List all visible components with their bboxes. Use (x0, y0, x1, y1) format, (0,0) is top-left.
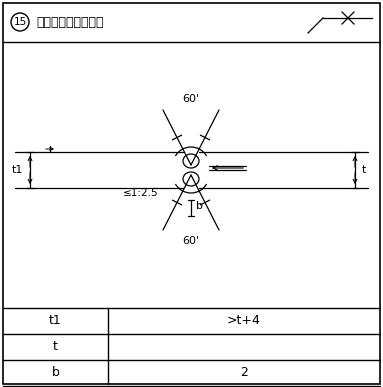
Text: 60': 60' (182, 236, 200, 246)
Text: b: b (196, 201, 203, 211)
Text: 60': 60' (182, 94, 200, 104)
Text: t1: t1 (49, 315, 62, 327)
Text: b: b (52, 366, 59, 380)
Text: 手工电弧焊焊接接头: 手工电弧焊焊接接头 (36, 15, 103, 29)
Text: 15: 15 (13, 17, 27, 27)
Text: t: t (362, 165, 367, 175)
Text: >t+4: >t+4 (227, 315, 261, 327)
Text: 2: 2 (240, 366, 248, 380)
Text: t1: t1 (11, 165, 23, 175)
Text: t: t (53, 341, 58, 353)
Text: ≤1:2.5: ≤1:2.5 (123, 188, 159, 198)
